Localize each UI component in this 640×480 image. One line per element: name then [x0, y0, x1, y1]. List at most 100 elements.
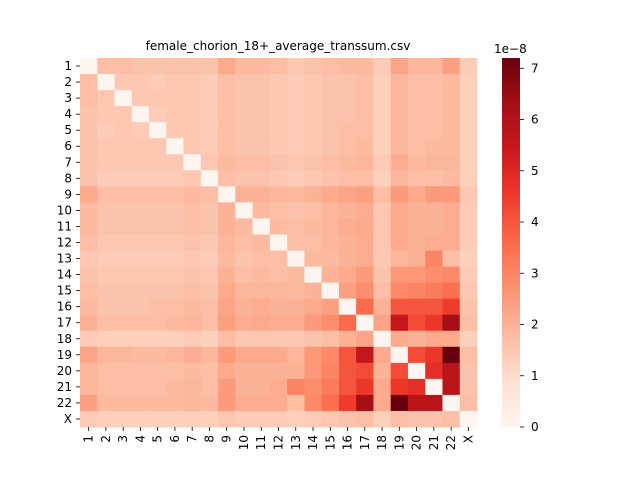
heatmap-cell: [97, 410, 115, 428]
colorbar: [502, 58, 520, 427]
y-tick-label: 2: [64, 75, 72, 89]
heatmap-cell: [235, 378, 254, 396]
y-tick-label: 20: [57, 364, 72, 378]
heatmap-cell: [183, 90, 202, 107]
heatmap-cell: [390, 122, 409, 139]
heatmap-cell: [269, 378, 288, 396]
heatmap-cell: [356, 410, 374, 428]
heatmap-cell: [459, 170, 478, 187]
heatmap-cell: [80, 266, 98, 284]
heatmap-cell: [442, 330, 461, 348]
heatmap-cell: [407, 266, 426, 284]
heatmap-cell: [252, 58, 271, 75]
heatmap-cell: [425, 250, 443, 267]
heatmap-cell: [166, 410, 184, 428]
heatmap-cell: [235, 410, 254, 428]
heatmap-cell: [218, 74, 236, 91]
heatmap-cell: [425, 90, 443, 107]
heatmap-cell: [114, 202, 133, 219]
heatmap-cell: [114, 138, 133, 155]
heatmap-cell: [80, 362, 98, 380]
heatmap-cell: [149, 170, 167, 187]
heatmap-cell: [373, 234, 392, 251]
heatmap-cell: [269, 410, 288, 428]
heatmap-cell: [287, 362, 305, 380]
heatmap-cell: [131, 202, 150, 219]
heatmap-cell: [235, 234, 254, 251]
colorbar-tick-label: 6: [531, 113, 539, 127]
heatmap-cell: [80, 218, 98, 235]
heatmap-cell: [269, 394, 288, 412]
heatmap-cell: [183, 410, 202, 428]
heatmap-cell: [149, 362, 167, 380]
heatmap-cell: [97, 250, 115, 267]
heatmap-cell: [131, 298, 150, 316]
heatmap-cell: [235, 362, 254, 380]
heatmap-cell: [287, 138, 305, 155]
heatmap-cell: [252, 74, 271, 91]
heatmap-cell: [149, 58, 167, 75]
heatmap-cell: [321, 362, 340, 380]
heatmap-cell: [304, 74, 323, 91]
heatmap-cell: [269, 218, 288, 235]
heatmap-cell: [304, 282, 323, 300]
heatmap-cell: [183, 298, 202, 316]
heatmap-cell: [166, 394, 184, 412]
heatmap-cell: [166, 58, 184, 75]
heatmap-cell: [338, 330, 357, 348]
heatmap-cell: [131, 122, 150, 139]
heatmap-cell: [356, 154, 374, 171]
heatmap-cell: [166, 378, 184, 396]
heatmap-cell: [442, 58, 461, 75]
heatmap-cell: [131, 266, 150, 284]
heatmap-cell: [149, 122, 167, 139]
heatmap-cell: [149, 202, 167, 219]
heatmap-cell: [183, 122, 202, 139]
heatmap-cell: [218, 234, 236, 251]
heatmap-cell: [338, 186, 357, 203]
heatmap-cell: [390, 202, 409, 219]
heatmap-cell: [356, 282, 374, 300]
heatmap-cell: [200, 154, 219, 171]
heatmap-cell: [80, 170, 98, 187]
heatmap-cell: [459, 106, 478, 123]
heatmap-cell: [390, 74, 409, 91]
heatmap-cell: [425, 154, 443, 171]
heatmap-cell: [131, 58, 150, 75]
heatmap-cell: [183, 394, 202, 412]
heatmap-cell: [252, 234, 271, 251]
y-tick-label: 1: [64, 59, 72, 73]
heatmap-cell: [304, 298, 323, 316]
heatmap-cell: [373, 186, 392, 203]
heatmap-cell: [97, 330, 115, 348]
heatmap-cell: [200, 250, 219, 267]
heatmap-cell: [287, 122, 305, 139]
heatmap-cell: [459, 58, 478, 75]
heatmap-cell: [390, 394, 409, 412]
heatmap-cell: [183, 74, 202, 91]
heatmap-cell: [338, 266, 357, 284]
heatmap-cell: [218, 154, 236, 171]
heatmap-cell: [183, 202, 202, 219]
heatmap-cell: [114, 346, 133, 364]
heatmap-cell: [149, 266, 167, 284]
heatmap-cell: [356, 394, 374, 412]
heatmap-cell: [373, 138, 392, 155]
heatmap-cell: [252, 122, 271, 139]
heatmap-cell: [373, 122, 392, 139]
heatmap-cell: [183, 378, 202, 396]
heatmap-cell: [114, 234, 133, 251]
heatmap-cell: [80, 330, 98, 348]
heatmap-cell: [166, 330, 184, 348]
heatmap-cell: [407, 218, 426, 235]
heatmap-cell: [218, 202, 236, 219]
heatmap-cell: [356, 90, 374, 107]
y-tick-label: 6: [64, 139, 72, 153]
heatmap-cell: [97, 154, 115, 171]
x-tick-label: 14: [306, 435, 320, 450]
heatmap-cell: [200, 138, 219, 155]
x-axis-tick-labels: 1 2 3 4 5 6 7 8 9 10 11 12 13 14 15 16 17 18 19 20 21 22 X: [82, 427, 475, 450]
heatmap-cell: [338, 394, 357, 412]
heatmap-cell: [373, 362, 392, 380]
y-tick-label: 8: [64, 171, 72, 185]
